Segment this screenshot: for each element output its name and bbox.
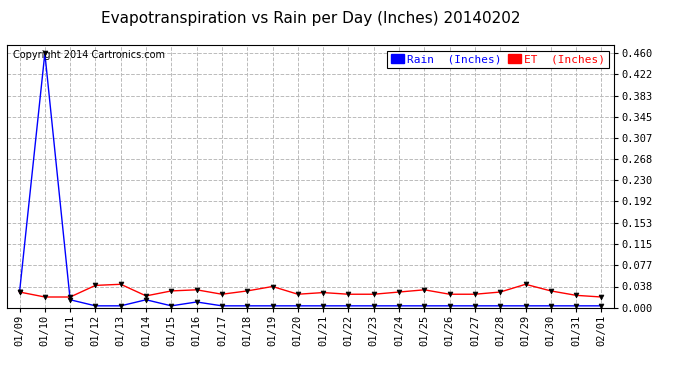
Text: Evapotranspiration vs Rain per Day (Inches) 20140202: Evapotranspiration vs Rain per Day (Inch… [101,11,520,26]
Legend: Rain  (Inches), ET  (Inches): Rain (Inches), ET (Inches) [388,51,609,68]
Text: Copyright 2014 Cartronics.com: Copyright 2014 Cartronics.com [13,50,165,60]
